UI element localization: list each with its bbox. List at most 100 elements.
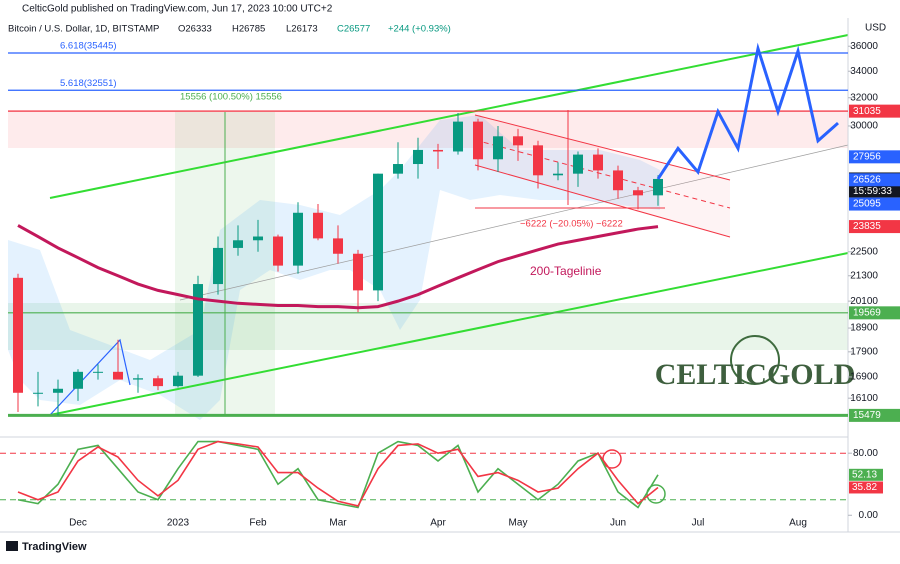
price-badge — [849, 408, 900, 422]
ohlc-low: L26173 — [286, 24, 318, 35]
candle-body — [53, 388, 63, 393]
x-tick-label: Jun — [610, 518, 626, 529]
y-tick-label: 21300 — [850, 270, 878, 281]
channel-upper — [49, 34, 849, 199]
candle-body — [473, 121, 483, 160]
price-badge — [849, 150, 900, 164]
y-tick-label: 0.00 — [859, 510, 879, 521]
candle-body — [13, 277, 23, 393]
ohlc-high: H26785 — [232, 24, 265, 35]
candle-body — [433, 149, 443, 152]
candle-body — [593, 154, 603, 171]
countdown-badge — [849, 185, 900, 198]
x-tick-label: Mar — [329, 518, 347, 529]
y-tick-label: 16100 — [850, 393, 878, 404]
candle-body — [113, 371, 123, 380]
symbol: Bitcoin / U.S. Dollar, 1D, BITSTAMP — [8, 24, 159, 35]
down-channel-top — [474, 114, 731, 181]
candle-body — [33, 392, 43, 394]
candle-body — [413, 149, 423, 165]
y-tick-label: 16900 — [850, 372, 878, 383]
publisher: CelticGold published on TradingView.com,… — [22, 4, 333, 15]
x-tick-label: Apr — [430, 518, 446, 529]
y-tick-label: 80.00 — [853, 448, 878, 459]
candle-body — [73, 371, 83, 389]
candle-body — [453, 121, 463, 152]
candle-body — [173, 375, 183, 387]
y-tick-label: 17900 — [850, 346, 878, 357]
support-zone — [8, 303, 848, 350]
level-label: 6.618(35445) — [60, 41, 117, 52]
candle-body — [313, 212, 323, 239]
logo-ring — [730, 335, 780, 385]
price-badge — [849, 104, 900, 118]
channel-lower — [49, 252, 849, 416]
series-line — [656, 42, 839, 180]
price-badge-label: 26526 — [853, 174, 881, 185]
series-line — [17, 224, 659, 310]
ohlc-change: +244 (+0.93%) — [388, 24, 451, 35]
measure-up-label: 15556 (100.50%) 15556 — [180, 92, 282, 103]
price-badge-label: 25095 — [853, 199, 881, 210]
candle-body — [153, 378, 163, 387]
candle-body — [373, 173, 383, 291]
candle-body — [513, 136, 523, 146]
value-badge-label: 52.13 — [852, 469, 877, 480]
x-tick-label: Aug — [789, 518, 807, 529]
down-channel-bottom — [474, 164, 731, 238]
series-line — [17, 440, 659, 507]
candle-body — [233, 240, 243, 248]
brand-logo — [6, 541, 18, 551]
x-tick-label: Jul — [692, 518, 705, 529]
price-badge — [849, 173, 900, 187]
price-badge-label: 23835 — [853, 221, 881, 232]
bollinger-cloud — [8, 115, 660, 420]
channel-mid — [179, 144, 849, 301]
candle-body — [613, 170, 623, 191]
brand: TradingView — [22, 541, 87, 553]
x-tick-label: May — [509, 518, 528, 529]
countdown: 15:59:33 — [853, 186, 892, 197]
price-badge — [849, 220, 900, 234]
value-badge — [849, 481, 883, 494]
candle-body — [193, 284, 203, 376]
candle-body — [653, 178, 663, 196]
x-tick-label: Dec — [69, 518, 87, 529]
y-tick-label: 30000 — [850, 121, 878, 132]
candle-body — [273, 236, 283, 266]
y-tick-label: 34000 — [850, 66, 878, 77]
y-tick-label: 20100 — [850, 296, 878, 307]
y-tick-label: 22500 — [850, 246, 878, 257]
ohlc-close: C26577 — [337, 24, 370, 35]
x-tick-label: Feb — [249, 518, 267, 529]
candle-body — [93, 371, 103, 373]
candle-body — [293, 212, 303, 266]
value-badge — [849, 468, 883, 481]
ohlc-open: O26333 — [178, 24, 212, 35]
candle-body — [493, 136, 503, 160]
measure-down-label: −6222 (−20.05%) −6222 — [520, 219, 623, 230]
watermark: CELTICGOLD — [655, 358, 856, 391]
ma-label: 200-Tagelinie — [530, 264, 602, 278]
price-badge — [849, 197, 900, 211]
candle-body — [333, 238, 343, 254]
candle-body — [133, 378, 143, 380]
currency: USD — [865, 23, 886, 34]
price-badge-label: 27956 — [853, 151, 881, 162]
price-badge-label: 15479 — [853, 410, 881, 421]
swing-drawing — [49, 338, 131, 416]
level-label: 5.618(32551) — [60, 78, 117, 89]
candle-body — [573, 154, 583, 174]
y-tick-label: 36000 — [850, 41, 878, 52]
candle-body — [353, 253, 363, 291]
candle-body — [393, 164, 403, 174]
price-badge — [849, 306, 900, 320]
price-badge-label: 31035 — [853, 106, 881, 117]
candle-body — [213, 247, 223, 285]
y-tick-label: 18900 — [850, 323, 878, 334]
y-tick-label: 32000 — [850, 92, 878, 103]
candle-body — [633, 190, 643, 196]
x-tick-label: 2023 — [167, 518, 190, 529]
